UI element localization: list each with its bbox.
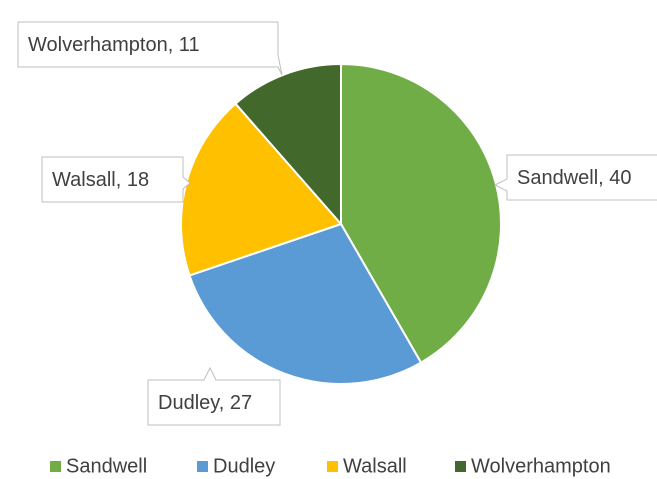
legend-label: Dudley <box>213 455 275 477</box>
legend-label: Wolverhampton <box>471 455 611 477</box>
legend-label: Sandwell <box>66 455 147 477</box>
pie-slice <box>340 62 502 364</box>
label-box <box>147 366 281 426</box>
legend-swatch <box>197 461 208 472</box>
data-label: Walsall, 18 <box>52 169 149 191</box>
data-label: Wolverhampton, 11 <box>28 34 200 56</box>
pie-slice <box>234 62 342 227</box>
legend-swatch <box>327 461 338 472</box>
legend-swatch <box>455 461 466 472</box>
label-box <box>17 21 283 76</box>
label-box <box>41 156 191 203</box>
pie-slice <box>188 222 423 385</box>
data-label: Sandwell, 40 <box>517 167 632 189</box>
legend-swatch <box>50 461 61 472</box>
legend-label: Walsall <box>343 455 407 477</box>
label-box <box>493 154 657 201</box>
data-label: Dudley, 27 <box>158 392 252 414</box>
